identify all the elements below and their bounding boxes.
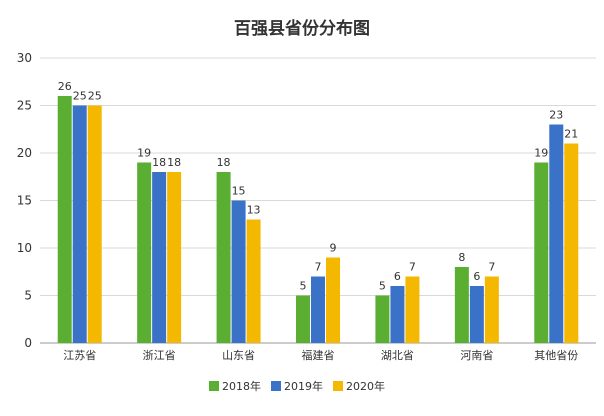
data-label: 19	[534, 147, 548, 160]
legend-swatch	[333, 381, 343, 391]
data-label: 13	[247, 204, 261, 217]
category-label: 河南省	[460, 349, 493, 362]
category-label: 浙江省	[143, 349, 176, 362]
data-label: 23	[549, 109, 563, 122]
data-label: 8	[458, 251, 465, 264]
bar	[57, 96, 72, 343]
bar	[137, 162, 152, 343]
data-label: 6	[394, 270, 401, 283]
bar	[167, 172, 182, 343]
data-label: 7	[315, 261, 322, 274]
y-axis-ticks: 0 5 10 15 20 25 30	[17, 51, 32, 350]
category-label: 山东省	[222, 349, 255, 362]
legend-swatch	[271, 381, 281, 391]
bar	[87, 105, 102, 343]
data-label: 18	[152, 156, 166, 169]
bar	[549, 124, 564, 343]
bar	[390, 286, 405, 343]
bar	[469, 286, 484, 343]
bar	[375, 295, 390, 343]
data-label: 5	[300, 280, 307, 293]
bar	[564, 143, 579, 343]
data-label: 5	[379, 280, 386, 293]
chart-title: 百强县省份分布图	[234, 18, 370, 39]
data-label: 7	[409, 261, 416, 274]
legend-label: 2018年	[222, 379, 261, 393]
category-label: 江苏省	[63, 349, 96, 362]
y-tick-label: 10	[17, 241, 32, 255]
bars	[57, 96, 579, 343]
bar	[72, 105, 87, 343]
y-tick-label: 20	[17, 146, 32, 160]
data-label: 19	[137, 147, 151, 160]
y-tick-label: 5	[24, 289, 32, 303]
bar	[484, 276, 499, 343]
legend-label: 2019年	[284, 379, 323, 393]
legend: 2018年 2019年 2020年	[209, 379, 385, 393]
bar	[246, 219, 261, 343]
legend-swatch	[209, 381, 219, 391]
data-label: 18	[167, 156, 181, 169]
category-label: 湖北省	[381, 349, 414, 362]
bar	[296, 295, 310, 343]
bar	[216, 172, 231, 343]
y-tick-label: 30	[17, 51, 32, 65]
data-label: 21	[564, 128, 578, 141]
legend-label: 2020年	[346, 379, 385, 393]
bar	[534, 162, 549, 343]
bar	[405, 276, 420, 343]
bar	[311, 276, 325, 343]
y-tick-label: 25	[17, 99, 32, 113]
data-label: 7	[488, 261, 495, 274]
bar	[231, 200, 246, 343]
data-label: 18	[217, 156, 231, 169]
x-axis-categories: 江苏省 浙江省 山东省 福建省 湖北省 河南省 其他省份	[63, 348, 578, 362]
data-label: 9	[330, 242, 337, 255]
data-label: 26	[58, 80, 72, 93]
data-label: 25	[88, 90, 102, 103]
y-tick-label: 15	[17, 194, 32, 208]
y-tick-label: 0	[24, 336, 32, 350]
data-label: 6	[473, 270, 480, 283]
bar	[326, 257, 340, 343]
data-label: 15	[232, 185, 246, 198]
data-label: 25	[73, 90, 87, 103]
grid-lines	[40, 57, 596, 344]
category-label: 福建省	[302, 348, 335, 362]
bar	[454, 267, 469, 343]
category-label: 其他省份	[534, 349, 578, 362]
bar	[152, 172, 167, 343]
